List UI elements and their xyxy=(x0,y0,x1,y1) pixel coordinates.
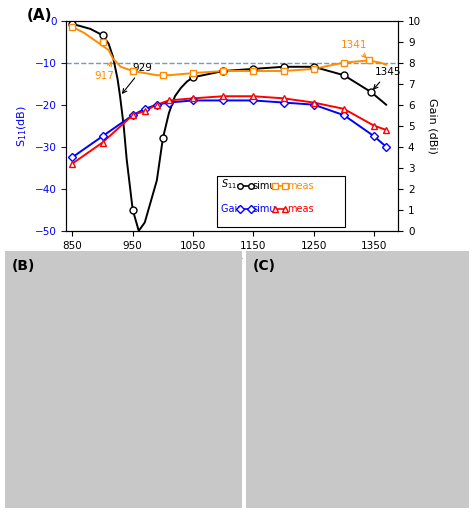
Text: simu,: simu, xyxy=(252,204,279,214)
Y-axis label: S$_{11}$(dB): S$_{11}$(dB) xyxy=(16,105,29,147)
Text: $S_{11}$-: $S_{11}$- xyxy=(220,177,241,191)
Text: meas: meas xyxy=(287,181,314,191)
Text: meas: meas xyxy=(287,204,314,214)
Text: 917: 917 xyxy=(95,62,115,82)
X-axis label: Frequency (MHz): Frequency (MHz) xyxy=(185,256,279,266)
Text: (A): (A) xyxy=(27,8,52,23)
Text: simu,: simu, xyxy=(252,181,279,191)
Bar xyxy=(217,176,345,227)
Text: 1345: 1345 xyxy=(374,67,402,89)
Text: (C): (C) xyxy=(253,259,276,273)
Text: Gain -: Gain - xyxy=(220,204,250,214)
Text: 1341: 1341 xyxy=(341,40,367,57)
Y-axis label: Gain (dBi): Gain (dBi) xyxy=(428,98,438,153)
Text: 929: 929 xyxy=(123,63,153,93)
Text: (B): (B) xyxy=(12,259,35,273)
